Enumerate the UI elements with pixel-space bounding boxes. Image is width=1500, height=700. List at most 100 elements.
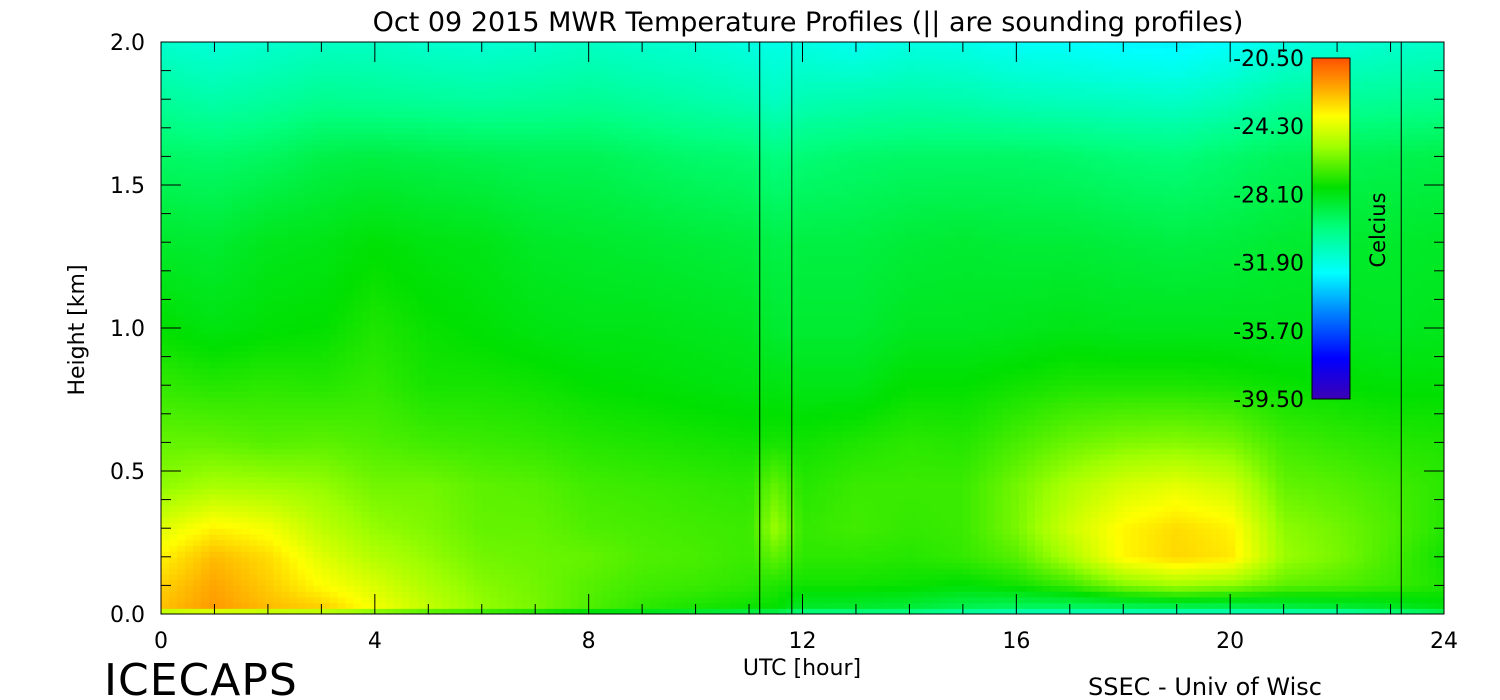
heatmap-cell: [369, 482, 379, 489]
heatmap-cell: [489, 396, 499, 403]
heatmap-cell: [241, 368, 250, 375]
heatmap-cell: [385, 476, 395, 484]
heatmap-cell: [385, 310, 395, 318]
heatmap-cell: [185, 219, 194, 226]
heatmap-cell: [233, 602, 242, 609]
heatmap-cell: [377, 173, 387, 180]
heatmap-cell: [361, 196, 371, 203]
heatmap-cell: [481, 167, 491, 175]
heatmap-cell: [489, 190, 499, 198]
heatmap-cell: [449, 207, 459, 215]
heatmap-cell: [185, 573, 194, 581]
heatmap-cell: [241, 533, 250, 541]
heatmap-cell: [401, 505, 411, 512]
heatmap-cell: [417, 287, 427, 295]
heatmap-cell: [329, 390, 339, 398]
heatmap-cell: [281, 579, 290, 586]
heatmap-cell: [497, 293, 507, 300]
heatmap-cell: [449, 156, 459, 163]
heatmap-cell: [169, 533, 178, 541]
heatmap-cell: [505, 356, 515, 363]
heatmap-cell: [417, 328, 427, 335]
heatmap-cell: [457, 413, 467, 421]
heatmap-cell: [193, 202, 202, 209]
heatmap-cell: [217, 516, 226, 524]
heatmap-cell: [289, 99, 298, 106]
heatmap-cell: [225, 207, 234, 215]
heatmap-cell: [217, 465, 226, 472]
heatmap-cell: [241, 87, 250, 95]
heatmap-cell: [201, 99, 210, 106]
heatmap-cell: [497, 93, 507, 100]
heatmap-cell: [457, 167, 467, 175]
heatmap-cell: [449, 516, 459, 524]
heatmap-cell: [433, 150, 443, 157]
heatmap-cell: [377, 156, 387, 163]
heatmap-cell: [209, 368, 218, 375]
heatmap-cell: [345, 305, 355, 312]
heatmap-cell: [473, 356, 483, 363]
heatmap-cell: [217, 448, 226, 455]
heatmap-cell: [313, 516, 322, 524]
heatmap-cell: [441, 190, 451, 198]
heatmap-cell: [329, 551, 339, 558]
heatmap-cell: [217, 133, 226, 140]
heatmap-cell: [353, 104, 363, 112]
heatmap-cell: [329, 562, 339, 569]
heatmap-cell: [497, 156, 507, 163]
heatmap-cell: [425, 287, 435, 295]
heatmap-cell: [393, 511, 403, 518]
heatmap-cell: [321, 448, 330, 455]
heatmap-cell: [233, 562, 242, 569]
heatmap-cell: [297, 110, 306, 117]
heatmap-cell: [321, 585, 330, 592]
heatmap-cell: [465, 356, 475, 363]
heatmap-cell: [241, 608, 250, 614]
heatmap-cell: [529, 185, 539, 192]
heatmap-cell: [433, 482, 443, 489]
heatmap-cell: [465, 293, 475, 300]
heatmap-cell: [433, 328, 443, 335]
heatmap-cell: [185, 59, 194, 66]
heatmap-cell: [369, 230, 379, 238]
heatmap-cell: [553, 162, 563, 169]
heatmap-cell: [169, 390, 178, 398]
heatmap-cell: [449, 333, 459, 341]
heatmap-cell: [345, 591, 355, 598]
heatmap-cell: [281, 127, 290, 135]
heatmap-cell: [505, 493, 515, 501]
heatmap-cell: [313, 499, 322, 506]
heatmap-cell: [329, 70, 339, 77]
heatmap-cell: [337, 465, 347, 472]
heatmap-cell: [329, 179, 339, 186]
heatmap-cell: [473, 556, 483, 564]
heatmap-cell: [297, 339, 306, 346]
heatmap-cell: [449, 219, 459, 226]
heatmap-cell: [305, 493, 314, 501]
heatmap-cell: [297, 156, 306, 163]
heatmap-cell: [193, 573, 202, 581]
heatmap-cell: [449, 442, 459, 449]
heatmap-cell: [545, 465, 555, 472]
heatmap-cell: [281, 213, 290, 220]
heatmap-cell: [401, 310, 411, 318]
heatmap-cell: [425, 42, 435, 49]
heatmap-cell: [249, 585, 258, 592]
heatmap-cell: [433, 110, 443, 117]
heatmap-cell: [457, 116, 467, 123]
heatmap-cell: [473, 190, 483, 198]
heatmap-cell: [401, 591, 411, 598]
heatmap-cell: [513, 299, 523, 306]
heatmap-cell: [353, 225, 363, 232]
heatmap-cell: [505, 150, 515, 157]
heatmap-cell: [385, 116, 395, 123]
heatmap-cell: [473, 276, 483, 283]
heatmap-cell: [385, 339, 395, 346]
heatmap-cell: [209, 185, 218, 192]
heatmap-cell: [393, 390, 403, 398]
heatmap-cell: [225, 287, 234, 295]
heatmap-cell: [401, 282, 411, 289]
heatmap-cell: [457, 608, 467, 614]
heatmap-cell: [385, 322, 395, 329]
heatmap-cell: [305, 585, 314, 592]
